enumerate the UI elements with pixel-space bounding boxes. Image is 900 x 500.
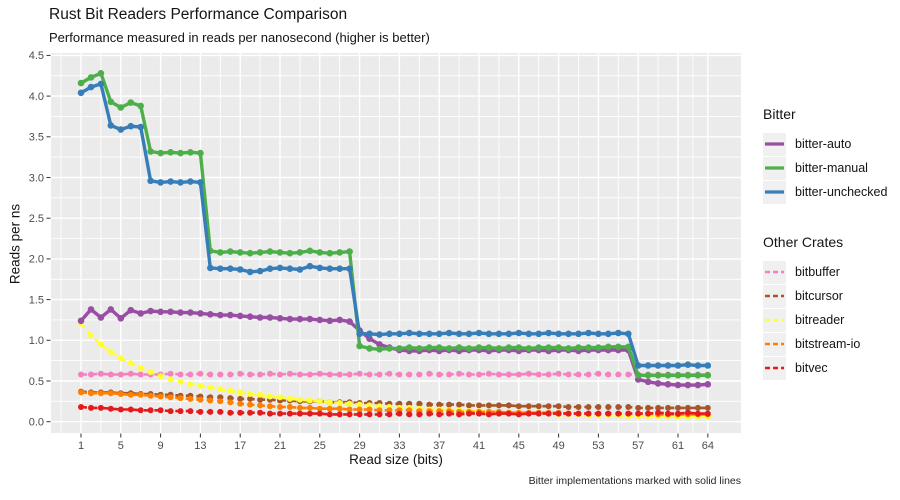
chart-title: Rust Bit Readers Performance Comparison [49, 6, 348, 23]
y-axis-title: Reads per ns [7, 203, 23, 285]
y-tick-label: 1.5 [29, 294, 44, 306]
series-line-bitter-manual [80, 71, 708, 377]
series-points-bitvec [78, 404, 711, 418]
x-tick-label: 57 [632, 440, 644, 452]
minor-gridlines [51, 53, 741, 433]
legend-key-line-icon [763, 180, 786, 204]
series-line-bitter-unchecked [80, 82, 708, 368]
series-points-bitbuffer [78, 370, 711, 378]
legend-item-label: bitter-unchecked [795, 185, 888, 199]
legend-item-bitter-manual: bitter-manual [763, 156, 887, 180]
y-tick-label: 4.0 [29, 91, 44, 103]
legend-key-line-icon [763, 284, 786, 308]
x-tick-label: 61 [672, 440, 684, 452]
x-tick-label: 5 [118, 440, 124, 452]
x-tick-label: 17 [234, 440, 246, 452]
legend-item-label: bitter-manual [795, 161, 868, 175]
x-tick-label: 53 [592, 440, 604, 452]
legend-group-title: Other Crates [763, 234, 844, 250]
series-points-bitter-manual [77, 70, 712, 379]
legend-key-line-icon [763, 132, 786, 156]
legend-group-other-crates: Other Crates bitbuffer bitcursor bitreader b… [763, 234, 887, 380]
series-bitvec [78, 404, 711, 418]
y-tick-label: 1.0 [29, 335, 44, 347]
legend-item-bitcursor: bitcursor [763, 284, 887, 308]
legend-key-line-icon [763, 356, 786, 380]
legend-item-bitvec: bitvec [763, 356, 887, 380]
x-tick-label: 25 [314, 440, 326, 452]
series-bitter-unchecked [77, 80, 712, 369]
x-tick-label: 49 [552, 440, 564, 452]
y-tick-label: 2.0 [29, 254, 44, 266]
legend-item-label: bitstream-io [795, 337, 861, 351]
series-points-bitter-unchecked [77, 80, 712, 369]
x-tick-label: 1 [78, 440, 84, 452]
series-bitbuffer [78, 370, 711, 378]
legend: Bitter bitter-auto bitter-manual bitter-unc… [763, 106, 887, 410]
legend-key-line-icon [763, 260, 786, 284]
legend-key-line-icon [763, 308, 786, 332]
legend-item-bitstream-io: bitstream-io [763, 332, 887, 356]
y-tick-label: 0.0 [29, 417, 44, 429]
legend-item-label: bitreader [795, 313, 845, 327]
x-tick-label: 37 [433, 440, 445, 452]
x-tick-label: 13 [194, 440, 206, 452]
caption: Bitter implementations marked with solid… [528, 475, 741, 487]
x-tick-label: 21 [274, 440, 286, 452]
x-tick-label: 33 [393, 440, 405, 452]
legend-item-bitreader: bitreader [763, 308, 887, 332]
x-tick-label: 9 [158, 440, 164, 452]
legend-group-title: Bitter [763, 106, 796, 122]
y-tick-label: 2.5 [29, 213, 44, 225]
legend-key-line-icon [763, 156, 786, 180]
x-tick-label: 45 [513, 440, 525, 452]
legend-item-label: bitter-auto [795, 137, 852, 151]
x-tick-label: 41 [473, 440, 485, 452]
legend-item-bitter-auto: bitter-auto [763, 132, 887, 156]
legend-group-bitter: Bitter bitter-auto bitter-manual bitter-unc… [763, 106, 887, 204]
major-gridlines [51, 53, 741, 433]
y-tick-label: 3.5 [29, 132, 44, 144]
y-tick-label: 0.5 [29, 376, 44, 388]
legend-item-label: bitvec [795, 361, 828, 375]
chart-subtitle: Performance measured in reads per nanose… [49, 30, 430, 45]
y-tick-label: 4.5 [29, 50, 44, 62]
y-tick-label: 3.0 [29, 172, 44, 184]
legend-item-label: bitbuffer [795, 265, 840, 279]
legend-key-line-icon [763, 332, 786, 356]
legend-item-label: bitcursor [795, 289, 843, 303]
x-tick-label: 64 [702, 440, 714, 452]
series-bitter-manual [77, 70, 712, 379]
legend-item-bitter-unchecked: bitter-unchecked [763, 180, 887, 204]
axis-ticks: 1 5 9 13 17 21 25 29 33 37 41 45 49 53 57 61 64 0.0 0.5 1.0… [29, 50, 714, 452]
x-axis-title: Read size (bits) [349, 452, 443, 467]
legend-item-bitbuffer: bitbuffer [763, 260, 887, 284]
x-tick-label: 29 [353, 440, 365, 452]
